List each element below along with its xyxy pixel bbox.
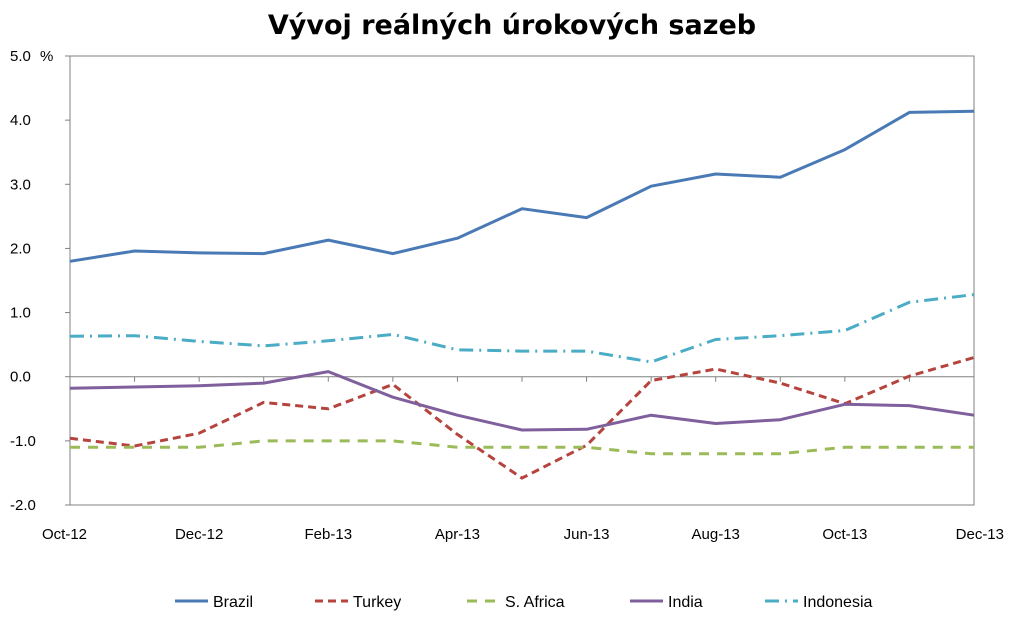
series-line-brazil (69, 109, 975, 263)
legend-label: Brazil (213, 594, 253, 611)
y-tick-label: 2.0 (10, 240, 31, 257)
legend-label: India (668, 594, 703, 611)
legend-label: Turkey (353, 594, 401, 611)
x-tick-label: Dec-13 (956, 526, 1004, 543)
y-tick-label: -2.0 (10, 497, 36, 514)
y-tick-label: 0.0 (10, 369, 31, 386)
y-tick-label: 1.0 (10, 305, 31, 322)
legend-label: Indonesia (803, 594, 872, 611)
series-line-s-africa (70, 439, 974, 456)
x-tick-label: Oct-13 (822, 526, 867, 543)
x-tick-label: Jun-13 (564, 526, 610, 543)
y-tick-label: 3.0 (10, 176, 31, 193)
series-lines (69, 109, 975, 480)
y-unit-label: % (40, 48, 53, 65)
chart-title: Vývoj reálných úrokových sazeb (267, 10, 757, 41)
x-tick-label: Dec-12 (175, 526, 223, 543)
series-line-turkey (69, 356, 975, 480)
series-line-indonesia (69, 293, 975, 364)
x-tick-label: Apr-13 (435, 526, 480, 543)
y-axis-labels: 5.0 % 4.0 3.0 2.0 1.0 0.0 -1.0 -2.0 (10, 48, 53, 514)
axes (65, 55, 975, 506)
series-line-india (69, 370, 975, 432)
y-tick-label: 4.0 (10, 112, 31, 129)
x-tick-label: Feb-13 (305, 526, 353, 543)
x-tick-label: Aug-13 (692, 526, 740, 543)
y-tick-label: 5.0 (10, 48, 31, 65)
legend-label: S. Africa (505, 594, 565, 611)
legend: Brazil Turkey S. Africa India Indonesia (175, 594, 872, 611)
x-axis-labels: Oct-12 Dec-12 Feb-13 Apr-13 Jun-13 Aug-13 Oct-… (42, 526, 1004, 543)
y-tick-label: -1.0 (10, 433, 36, 450)
x-tick-label: Oct-12 (42, 526, 87, 543)
plot-area-border (69, 55, 975, 506)
